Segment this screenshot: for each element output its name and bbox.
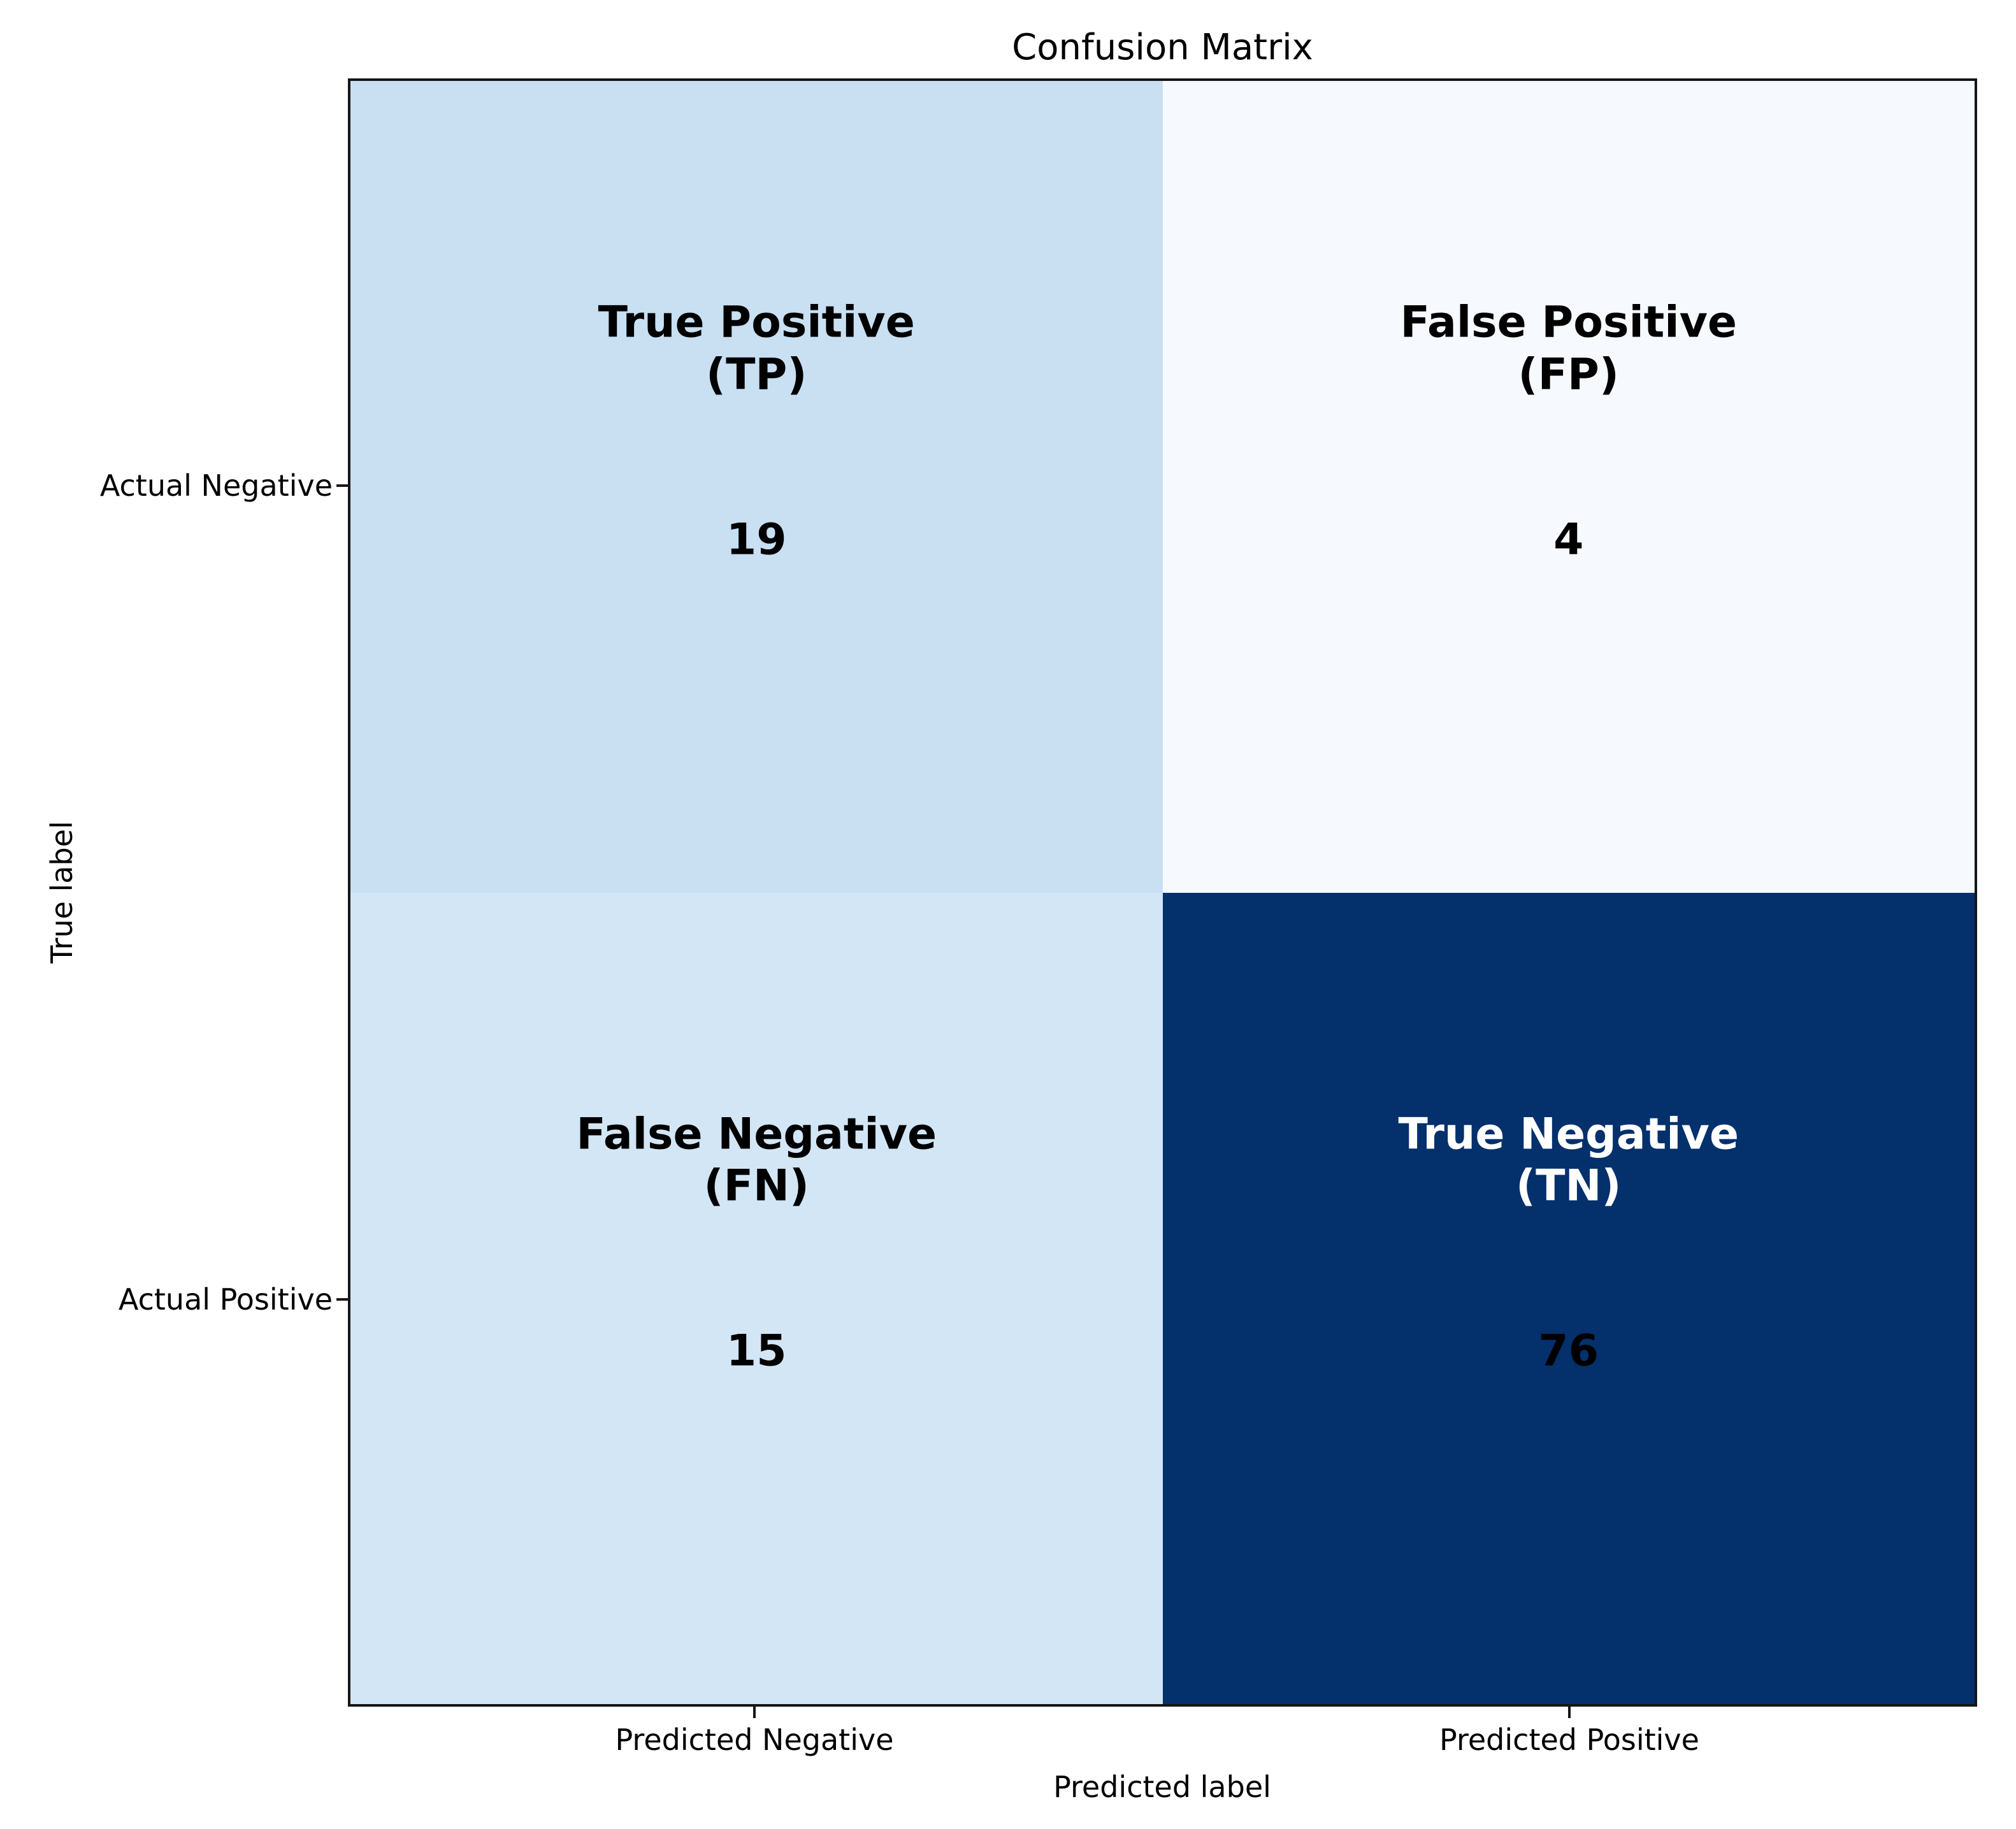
- y-tick-label-actual-positive: Actual Positive: [118, 1282, 333, 1317]
- cell-label-abbr: (FP): [1518, 349, 1619, 400]
- cell-false-positive: False Positive (FP) 4: [1162, 81, 1975, 893]
- cell-label-name: False Positive: [1400, 297, 1738, 348]
- cell-value: 4: [1553, 514, 1584, 565]
- x-tick-label-predicted-positive: Predicted Positive: [1439, 1723, 1699, 1757]
- cell-label: False Positive (FP): [1163, 297, 1975, 401]
- cell-label-name: True Positive: [598, 297, 915, 348]
- cell-false-negative: False Negative (FN) 15: [350, 892, 1163, 1704]
- x-tick-mark: [753, 1707, 756, 1718]
- cell-label-abbr: (TP): [706, 349, 807, 400]
- cell-label: True Negative (TN): [1163, 1108, 1975, 1212]
- y-tick-mark: [336, 484, 348, 487]
- cell-label: True Positive (TP): [350, 297, 1163, 401]
- y-tick-label-actual-negative: Actual Negative: [99, 468, 333, 503]
- cell-label-abbr: (FN): [703, 1160, 810, 1211]
- cell-value: 76: [1538, 1326, 1599, 1377]
- cell-true-positive: True Positive (TP) 19: [350, 81, 1163, 893]
- cell-label-abbr: (TN): [1516, 1160, 1622, 1211]
- cell-label: False Negative (FN): [350, 1108, 1163, 1212]
- cell-value: 15: [726, 1326, 787, 1377]
- x-axis-title: Predicted label: [1053, 1770, 1271, 1804]
- cell-value: 19: [726, 514, 787, 565]
- plot-area: True Positive (TP) 19 False Positive (FP…: [348, 78, 1977, 1707]
- x-tick-mark: [1568, 1707, 1571, 1718]
- cell-label-name: False Negative: [576, 1109, 937, 1160]
- y-axis-title: True label: [45, 821, 79, 964]
- cell-true-negative: True Negative (TN) 76: [1162, 892, 1975, 1704]
- x-tick-label-predicted-negative: Predicted Negative: [615, 1723, 894, 1757]
- cell-label-name: True Negative: [1398, 1109, 1739, 1160]
- y-tick-mark: [336, 1298, 348, 1301]
- chart-title: Confusion Matrix: [1012, 27, 1313, 68]
